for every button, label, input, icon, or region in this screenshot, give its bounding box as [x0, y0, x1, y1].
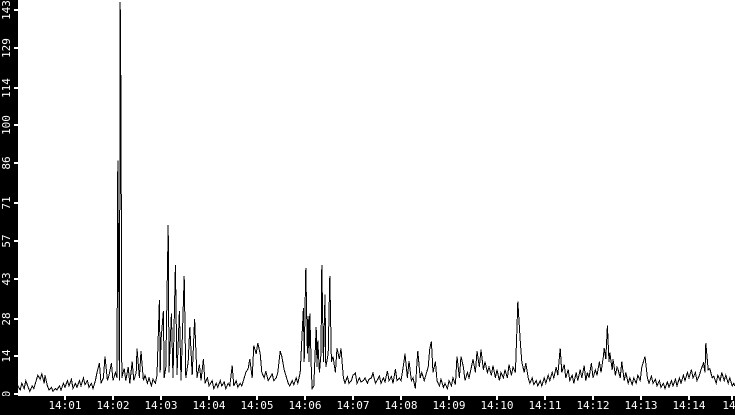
x-tick-label: 14:03: [144, 399, 178, 412]
x-tick-mark: [64, 396, 66, 400]
x-tick-label: 14:08: [384, 399, 418, 412]
x-tick-label: 14:13: [624, 399, 658, 412]
y-tick-mark: [14, 393, 18, 395]
y-tick-mark: [14, 318, 18, 320]
y-tick-label: 143: [0, 0, 13, 20]
x-tick-label: 14:09: [432, 399, 466, 412]
y-tick-label: 57: [0, 234, 13, 248]
x-axis-bar: 14:01 14:02 14:03 14:04 14:05 14:06 14:07 14:08…: [0, 396, 735, 415]
x-tick-mark: [496, 396, 498, 400]
y-tick-mark: [14, 202, 18, 204]
x-tick-mark: [112, 396, 114, 400]
y-tick-label: 86: [0, 156, 13, 170]
y-tick-label: 100: [0, 115, 13, 135]
y-tick-mark: [14, 240, 18, 242]
x-tick-mark: [544, 396, 546, 400]
x-tick-mark: [640, 396, 642, 400]
y-tick-label: 114: [0, 78, 13, 98]
y-tick-mark: [14, 87, 18, 89]
x-tick-mark: [208, 396, 210, 400]
y-tick-mark: [14, 9, 18, 11]
x-tick-mark: [688, 396, 690, 400]
y-tick-label: 129: [0, 38, 13, 58]
x-tick-mark: [400, 396, 402, 400]
y-tick-label: 14: [0, 349, 13, 363]
y-tick-mark: [14, 162, 18, 164]
x-tick-label: 14:12: [576, 399, 610, 412]
x-tick-mark: [731, 396, 733, 400]
x-tick-label: 14:06: [288, 399, 322, 412]
y-tick-label: 71: [0, 196, 13, 210]
y-tick-mark: [14, 124, 18, 126]
x-tick-mark: [256, 396, 258, 400]
y-tick-mark: [14, 47, 18, 49]
traffic-line-series: [17, 1, 735, 393]
y-tick-mark: [14, 355, 18, 357]
y-tick-label: 28: [0, 312, 13, 326]
x-tick-mark: [160, 396, 162, 400]
x-tick-label: 14:01: [48, 399, 82, 412]
x-tick-mark: [352, 396, 354, 400]
y-tick-mark: [14, 278, 18, 280]
x-tick-label: 14: [722, 399, 735, 412]
x-tick-label: 14:07: [336, 399, 370, 412]
x-tick-label: 14:14: [672, 399, 706, 412]
x-tick-label: 14:04: [192, 399, 226, 412]
x-tick-label: 14:10: [480, 399, 514, 412]
x-tick-label: 14:05: [240, 399, 274, 412]
y-axis-bar: 0 14 28 43 57 71 86 100 114 129 143: [0, 0, 18, 415]
x-tick-label: 14:11: [528, 399, 562, 412]
y-tick-label: 43: [0, 272, 13, 286]
x-tick-mark: [448, 396, 450, 400]
x-tick-label: 14:02: [96, 399, 130, 412]
x-tick-mark: [592, 396, 594, 400]
x-tick-mark: [304, 396, 306, 400]
